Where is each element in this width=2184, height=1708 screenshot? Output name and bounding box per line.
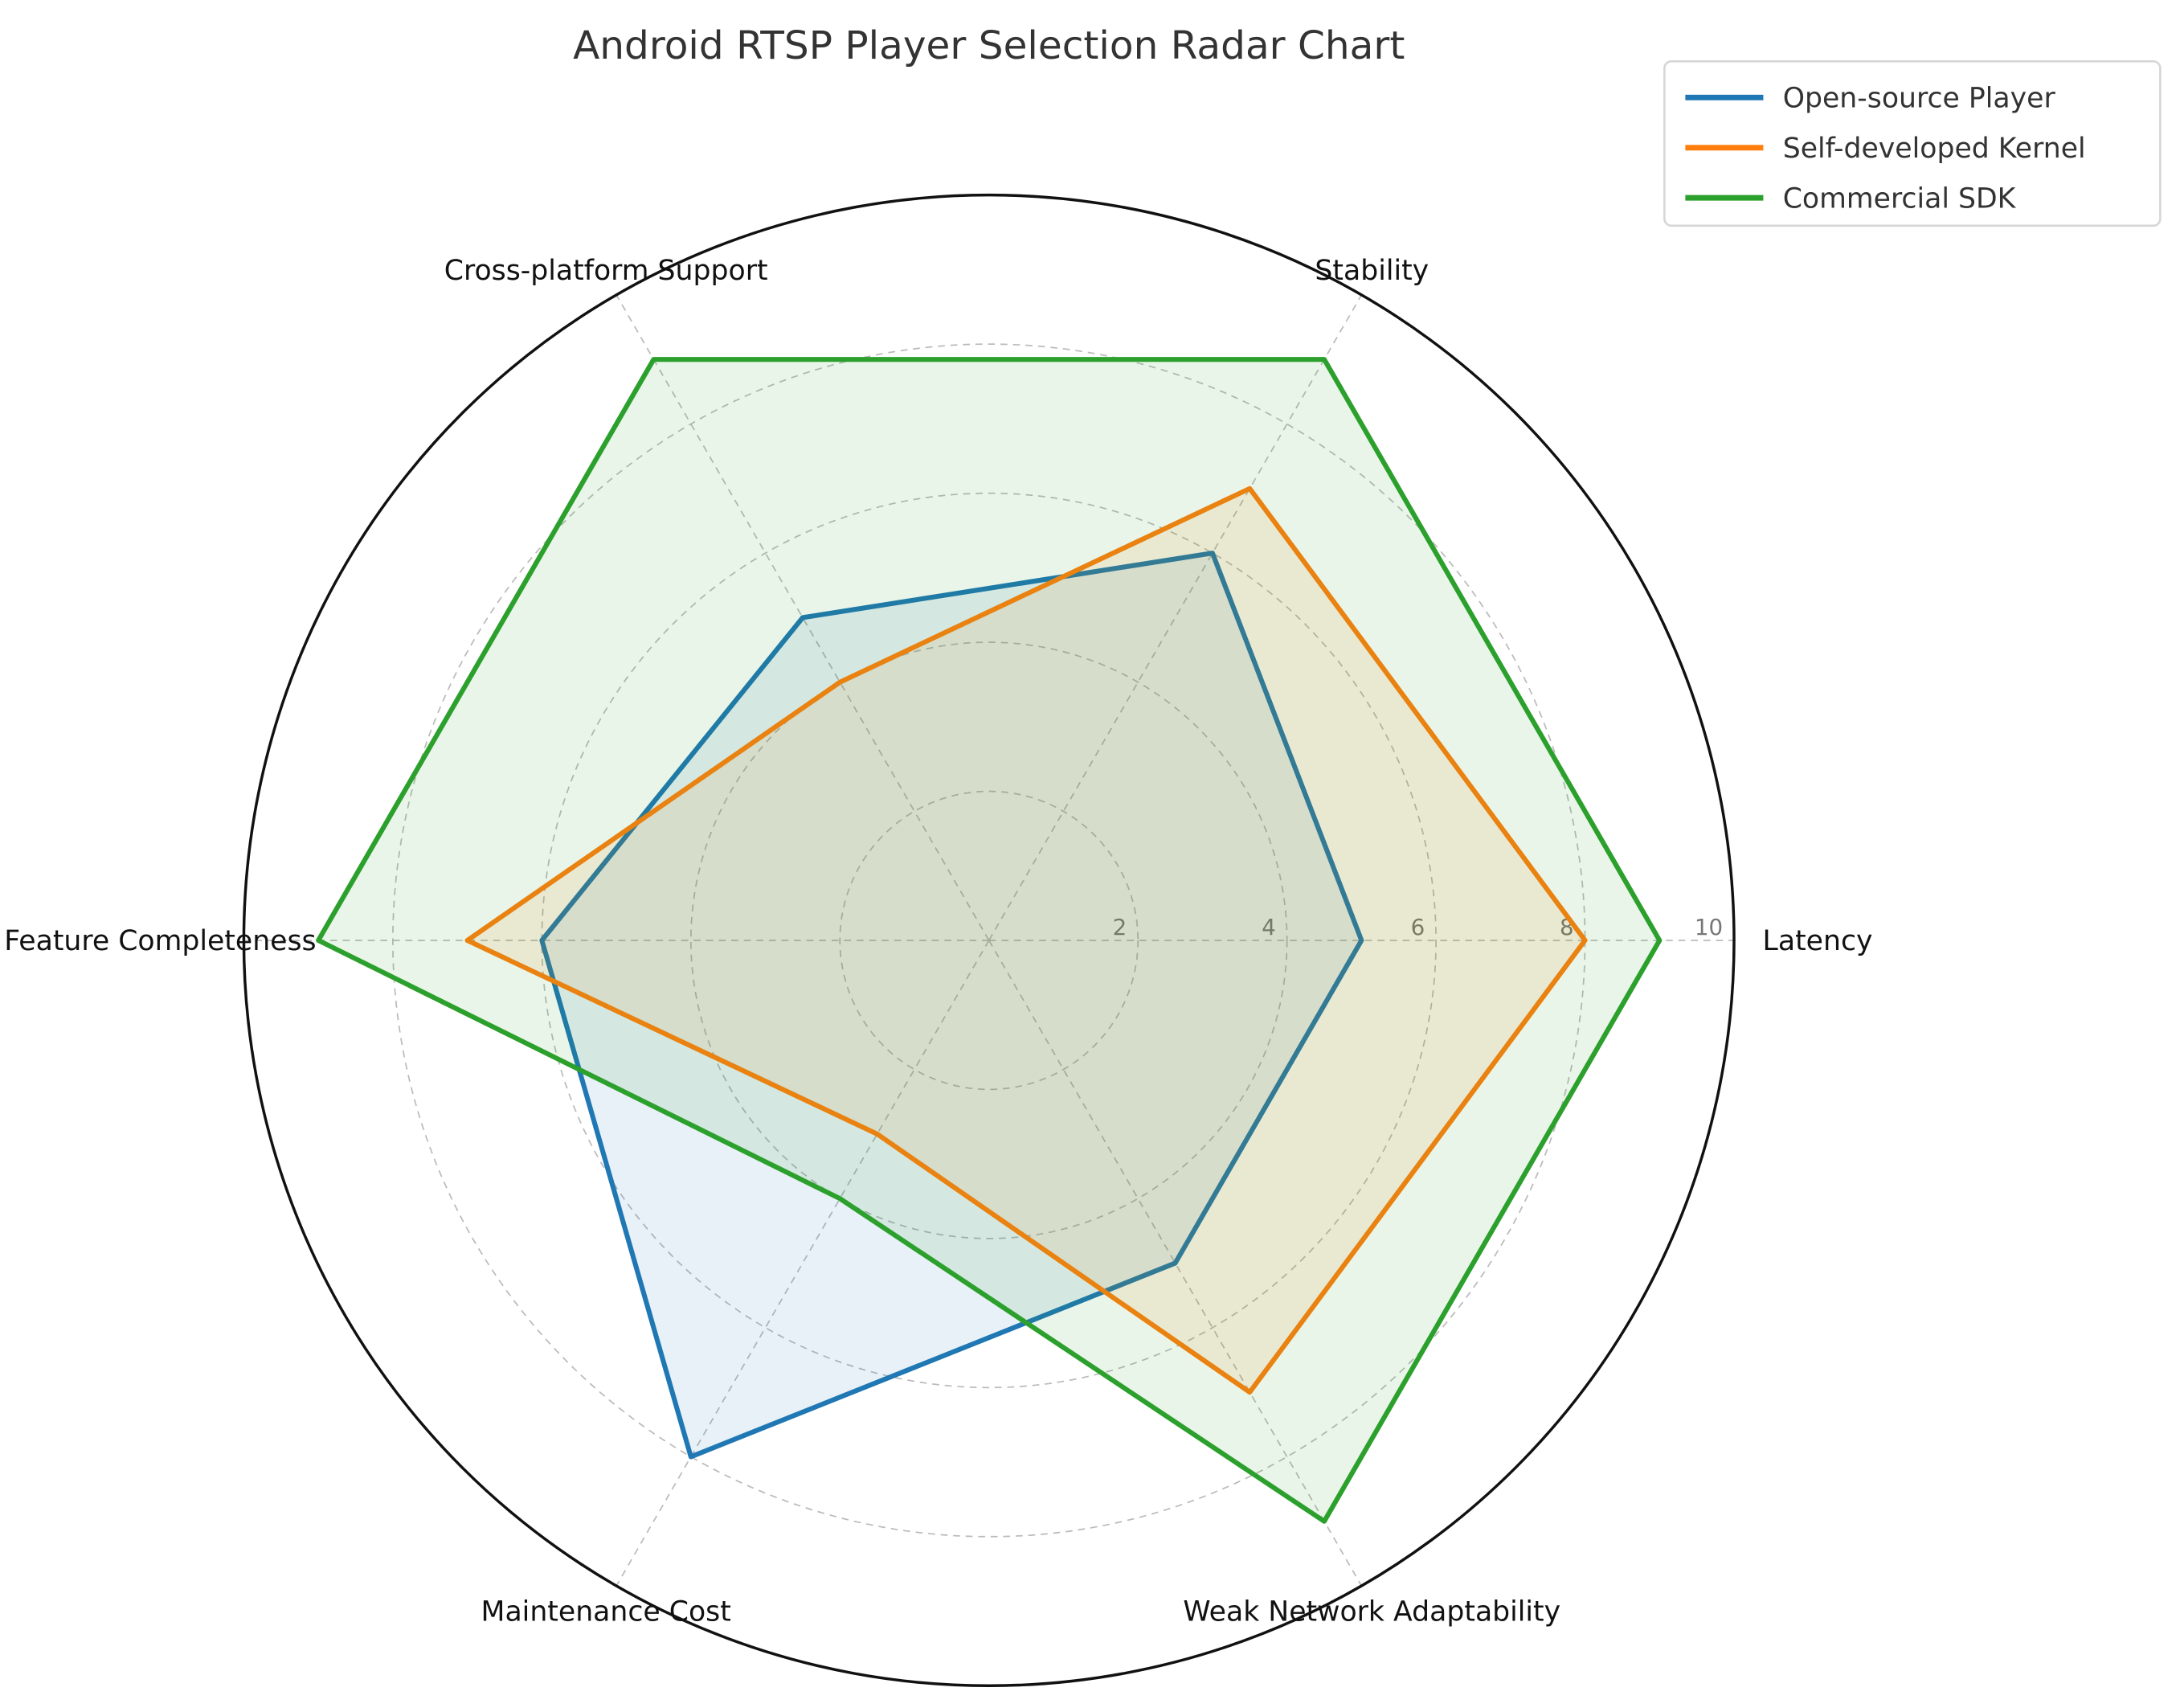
spoke-line [616, 940, 990, 1587]
chart-title: Android RTSP Player Selection Radar Char… [573, 23, 1405, 68]
series-layer [316, 357, 1663, 1524]
radial-tick-label: 4 [1262, 914, 1276, 940]
axis-labels: Latency Stability Cross-platform Support Fe… [4, 255, 1872, 1628]
spoke-line [616, 294, 990, 941]
legend-label: Open-source Player [1783, 82, 2056, 114]
outer-circle [242, 193, 1736, 1688]
legend-label: Commercial SDK [1783, 182, 2017, 215]
radial-tick-label: 6 [1411, 914, 1425, 940]
series-fill [467, 488, 1585, 1393]
axis-label: Maintenance Cost [481, 1595, 731, 1628]
legend-box [1663, 59, 2162, 227]
axis-label: Feature Completeness [4, 925, 316, 957]
legend: Open-source Player Self-developed Kernel C… [1663, 59, 2162, 227]
axis-label: Weak Network Adaptability [1183, 1595, 1560, 1628]
spoke-line [988, 940, 1363, 1587]
axis-label: Cross-platform Support [444, 255, 768, 287]
series-fill [318, 359, 1660, 1522]
legend-label: Self-developed Kernel [1783, 133, 2086, 165]
radial-tick-label: 10 [1695, 914, 1723, 940]
axis-label: Latency [1763, 925, 1873, 957]
series-fill [542, 553, 1362, 1457]
grid-circle [689, 641, 1288, 1239]
axis-label: Stability [1315, 255, 1429, 287]
spoke-line [988, 294, 1363, 941]
grid-circle [839, 790, 1139, 1091]
radial-tick-label: 2 [1113, 914, 1127, 940]
